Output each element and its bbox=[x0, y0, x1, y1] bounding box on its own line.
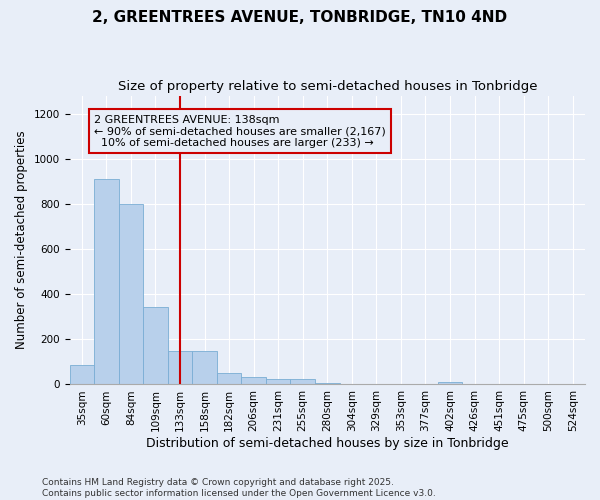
Bar bbox=[143, 306, 168, 384]
Bar bbox=[241, 376, 266, 384]
Bar bbox=[438, 382, 462, 384]
Text: 2, GREENTREES AVENUE, TONBRIDGE, TN10 4ND: 2, GREENTREES AVENUE, TONBRIDGE, TN10 4N… bbox=[92, 10, 508, 25]
Bar bbox=[119, 204, 143, 384]
Bar bbox=[266, 379, 290, 384]
Bar bbox=[290, 379, 315, 384]
Bar bbox=[217, 372, 241, 384]
X-axis label: Distribution of semi-detached houses by size in Tonbridge: Distribution of semi-detached houses by … bbox=[146, 437, 509, 450]
Text: 2 GREENTREES AVENUE: 138sqm
← 90% of semi-detached houses are smaller (2,167)
  : 2 GREENTREES AVENUE: 138sqm ← 90% of sem… bbox=[94, 114, 386, 148]
Y-axis label: Number of semi-detached properties: Number of semi-detached properties bbox=[15, 130, 28, 350]
Title: Size of property relative to semi-detached houses in Tonbridge: Size of property relative to semi-detach… bbox=[118, 80, 537, 93]
Bar bbox=[168, 350, 192, 384]
Bar bbox=[192, 350, 217, 384]
Bar bbox=[94, 179, 119, 384]
Text: Contains HM Land Registry data © Crown copyright and database right 2025.
Contai: Contains HM Land Registry data © Crown c… bbox=[42, 478, 436, 498]
Bar bbox=[315, 382, 340, 384]
Bar bbox=[70, 366, 94, 384]
